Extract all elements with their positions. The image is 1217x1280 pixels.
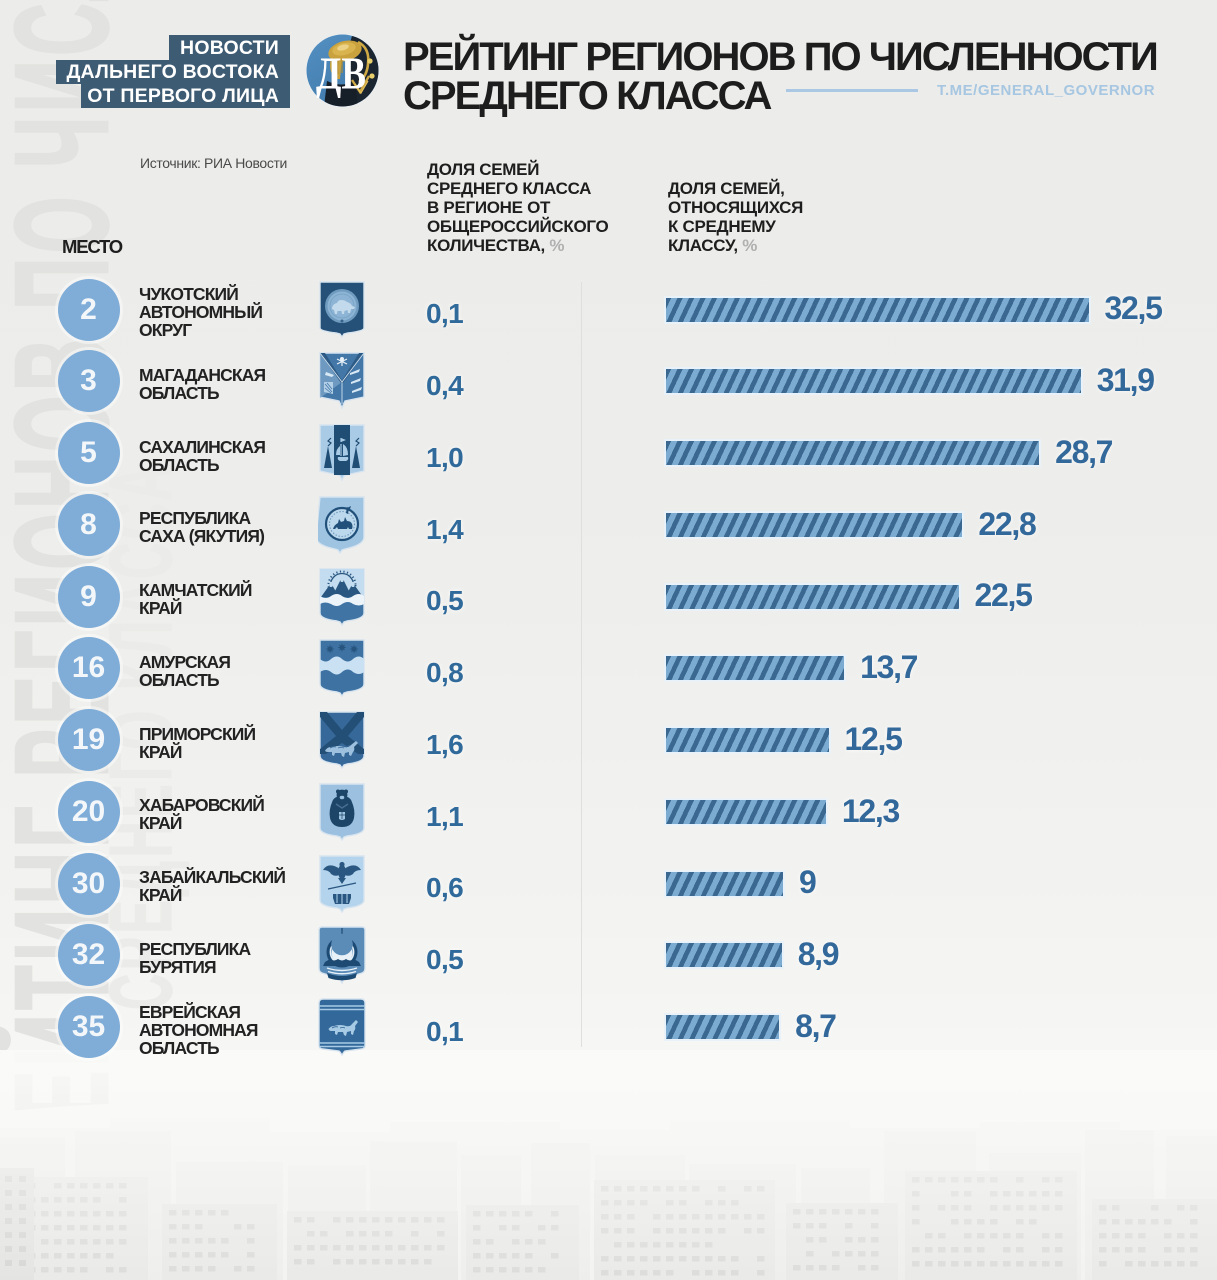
svg-text:ДВ: ДВ xyxy=(316,48,366,99)
